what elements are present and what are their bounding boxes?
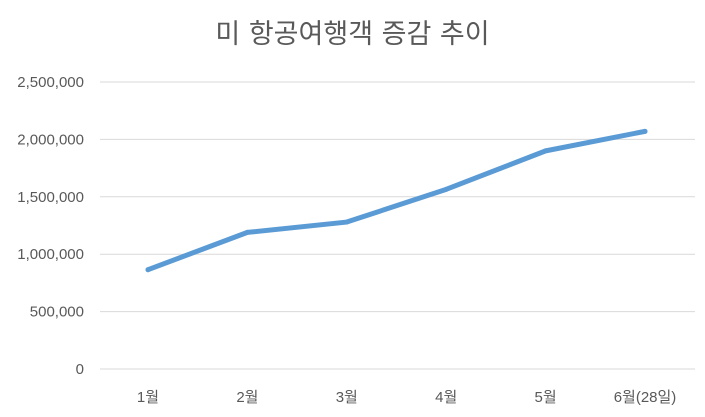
x-tick-label: 6월(28일): [614, 389, 677, 406]
y-tick-label: 1,000,000: [17, 246, 84, 263]
x-tick-label: 2월: [236, 389, 258, 406]
series-line: [145, 128, 648, 273]
y-tick-label: 2,500,000: [17, 74, 84, 91]
x-tick-label: 3월: [336, 389, 358, 406]
chart-title: 미 항공여행객 증감 추이: [215, 19, 490, 50]
data-point: [642, 128, 648, 134]
x-tick-label: 4월: [435, 389, 457, 406]
data-point: [543, 148, 549, 154]
y-tick-label: 1,500,000: [17, 189, 84, 206]
data-point: [145, 267, 151, 273]
x-tick-label: 1월: [137, 389, 159, 406]
y-tick-label: 2,000,000: [17, 131, 84, 148]
x-tick-label: 5월: [535, 389, 557, 406]
y-tick-label: 0: [76, 361, 84, 378]
data-point: [244, 229, 250, 235]
data-point: [344, 219, 350, 225]
y-tick-label: 500,000: [30, 304, 84, 321]
data-point: [443, 186, 449, 192]
